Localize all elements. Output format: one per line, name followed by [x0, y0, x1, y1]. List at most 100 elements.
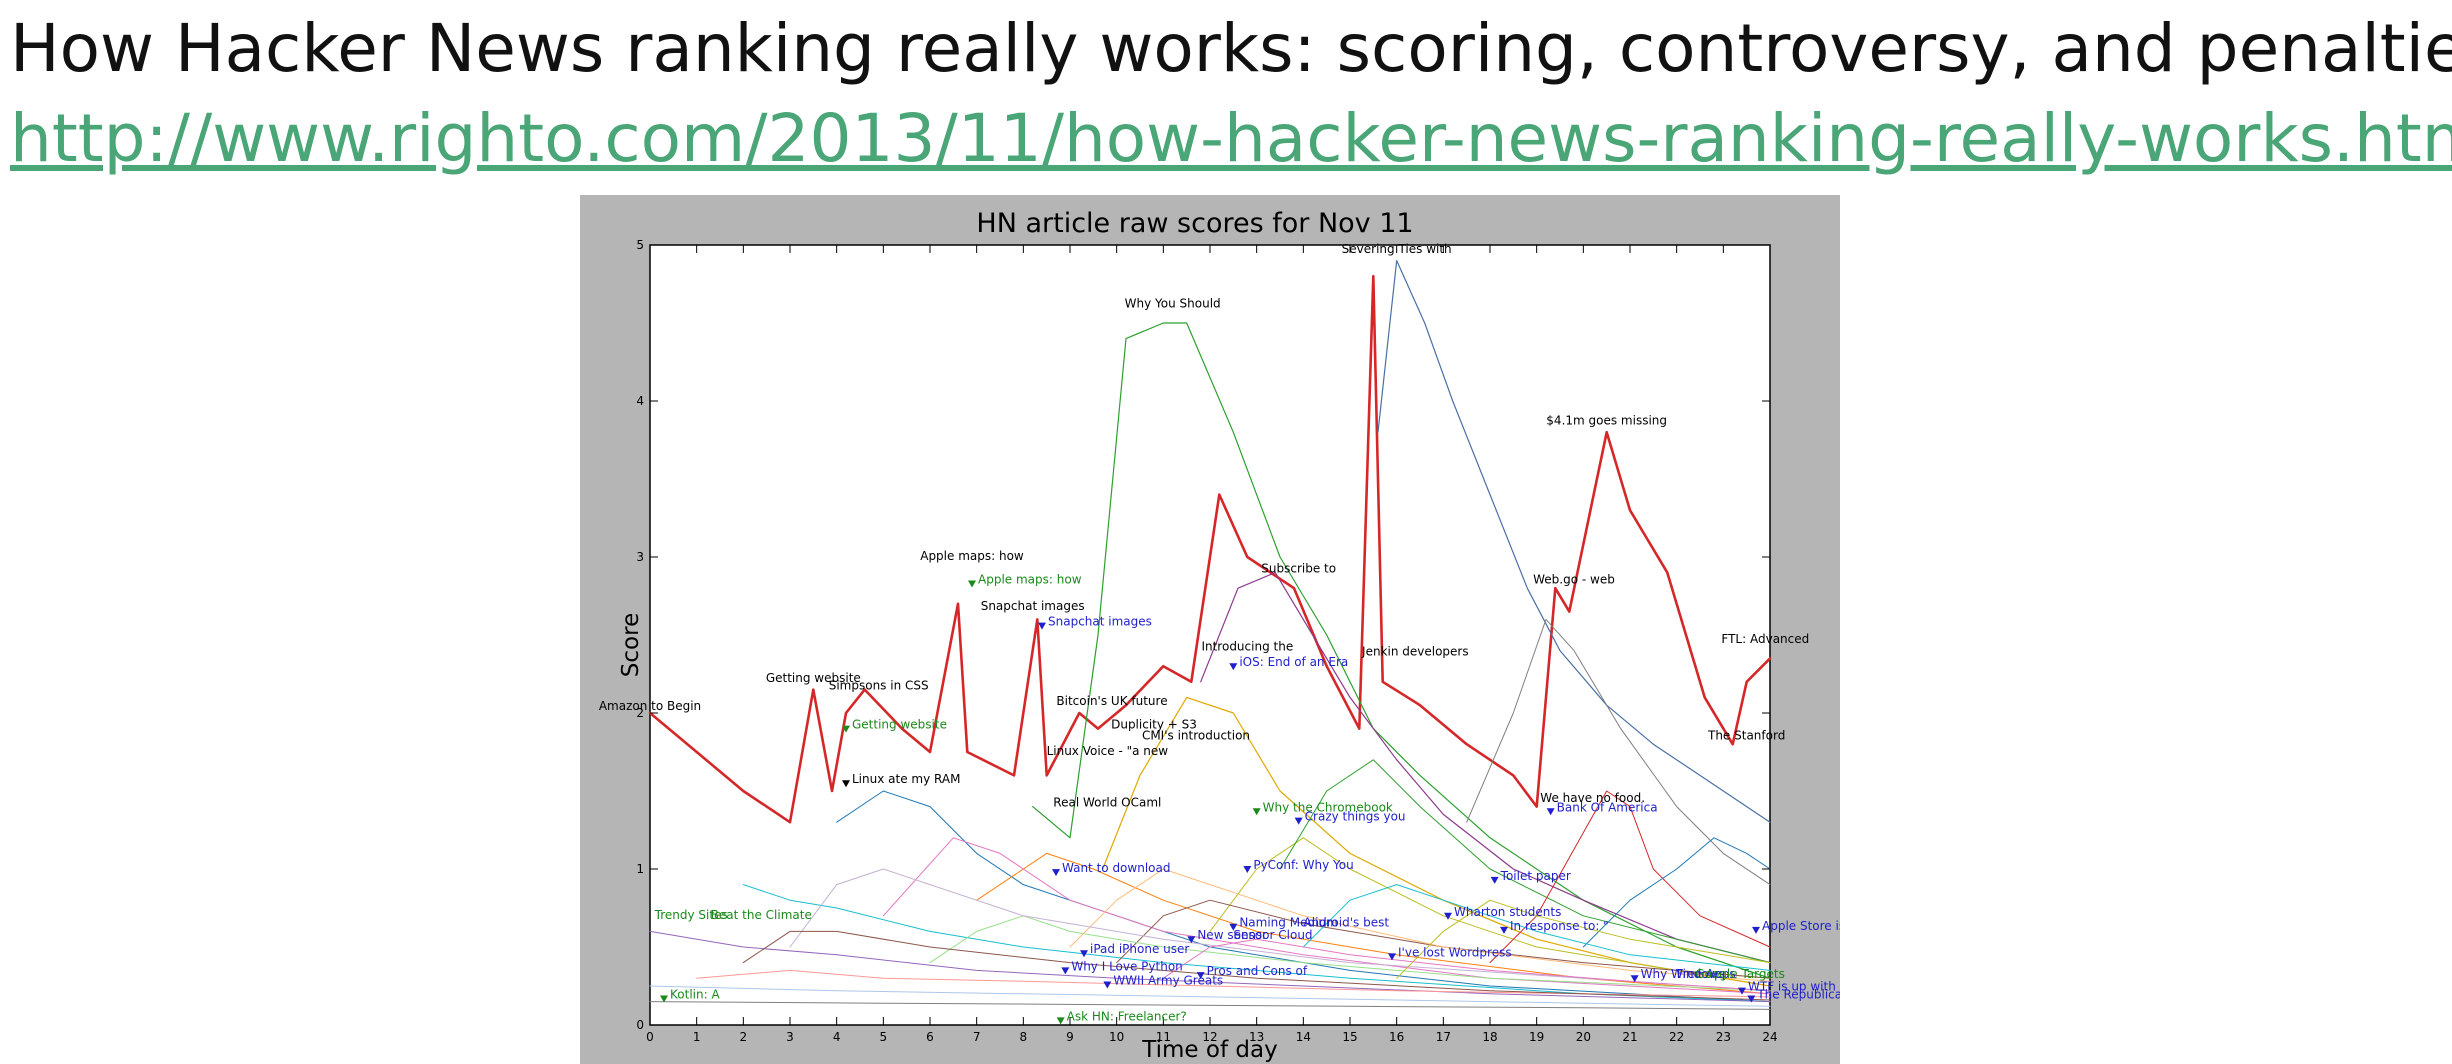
- series-line-11: [882, 837, 1771, 995]
- annotation-marker: [1752, 926, 1760, 934]
- series-line-23: [649, 1001, 1771, 1010]
- annotation-label: Trendy Sites: [654, 908, 728, 922]
- y-tick-label: 0: [636, 1018, 644, 1032]
- x-tick-label: 17: [1436, 1030, 1451, 1044]
- annotation-label: Subscribe to: [1261, 562, 1336, 576]
- annotation-label: We have no food.: [1540, 791, 1645, 805]
- annotation-label: Why You Should: [1125, 296, 1221, 310]
- annotation-marker: [1630, 975, 1639, 983]
- annotation-marker: [1196, 972, 1205, 980]
- annotation-marker: [1103, 981, 1112, 989]
- series-line-15: [1582, 837, 1771, 948]
- x-tick-label: 2: [740, 1030, 748, 1044]
- annotation-label: Apple maps: how: [978, 573, 1082, 587]
- series-line-2: [1377, 260, 1771, 823]
- annotation-label: Naming Medium: [1239, 916, 1337, 930]
- series-line-24: [1162, 938, 1771, 992]
- annotation-label: Why Windows: [1641, 967, 1725, 981]
- y-tick-label: 2: [636, 706, 644, 720]
- annotation-label: Snapchat images: [981, 599, 1085, 613]
- annotation-label: Linux ate my RAM: [852, 772, 960, 786]
- annotation-marker: [1490, 876, 1499, 884]
- annotation-marker: [968, 580, 976, 588]
- x-tick-label: 1: [693, 1030, 701, 1044]
- annotation-label: FTL: Advanced: [1721, 632, 1809, 646]
- annotation-label: Why the Chromebook: [1263, 800, 1393, 814]
- annotation-marker: [842, 725, 850, 733]
- annotation-marker: [1038, 622, 1046, 630]
- annotation-label: Duplicity + S3: [1111, 718, 1197, 732]
- series-line-7: [742, 884, 1771, 1003]
- annotation-marker: [1546, 808, 1555, 816]
- series-line-12: [1116, 899, 1771, 979]
- x-tick-label: 16: [1389, 1030, 1404, 1044]
- y-tick-label: 3: [636, 550, 644, 564]
- annotation-label: I've lost Wordpress: [1398, 945, 1512, 959]
- annotation-label: iOS: End of an Era: [1239, 655, 1348, 669]
- annotation-label: Crazy things you: [1305, 810, 1406, 824]
- article-link[interactable]: http://www.righto.com/2013/11/how-hacker…: [10, 100, 2452, 177]
- annotation-label: $4.1m goes missing: [1546, 413, 1667, 427]
- annotation-label: Severing Ties with: [1342, 242, 1452, 256]
- x-tick-label: 11: [1156, 1030, 1171, 1044]
- x-tick-label: 6: [926, 1030, 934, 1044]
- plot-area: [649, 244, 1771, 1026]
- series-line-16: [696, 969, 1771, 998]
- annotation-marker: [660, 995, 668, 1003]
- annotation-label: Want to download: [1062, 861, 1170, 875]
- x-tick-label: 22: [1669, 1030, 1684, 1044]
- annotation-label: WWII Army Greats: [1113, 973, 1223, 987]
- annotation-label: PyConf: Why You: [1253, 858, 1353, 872]
- y-axis-label: Score: [618, 613, 644, 677]
- annotation-marker: [842, 780, 850, 788]
- annotation-label: Pros and Cons of: [1207, 964, 1308, 978]
- annotation-label: Beat the Climate: [711, 908, 812, 922]
- annotation-marker: [1294, 817, 1303, 825]
- annotation-label: WTF is up with: [1748, 980, 1836, 994]
- annotation-label: Bitcoin's UK future: [1056, 694, 1167, 708]
- x-tick-label: 24: [1762, 1030, 1777, 1044]
- slide-title: How Hacker News ranking really works: sc…: [10, 10, 2452, 87]
- annotation-label: Simpsons in CSS: [829, 679, 929, 693]
- annotation-label: Wharton students: [1454, 905, 1561, 919]
- annotation-marker: [1052, 869, 1060, 877]
- annotation-label: Web.go - web: [1533, 573, 1615, 587]
- x-tick-label: 23: [1716, 1030, 1731, 1044]
- annotation-marker: [1252, 808, 1261, 816]
- annotation-marker: [1080, 950, 1088, 958]
- series-line-8: [976, 852, 1771, 995]
- x-tick-label: 3: [786, 1030, 794, 1044]
- annotation-label: Linux Voice - "a new: [1047, 744, 1169, 758]
- annotation-label: New sensor: [1197, 928, 1267, 942]
- annotation-marker: [1229, 663, 1238, 671]
- annotation-label: Getting website: [852, 718, 947, 732]
- annotation-label: Real World OCaml: [1053, 796, 1161, 810]
- x-tick-label: 9: [1066, 1030, 1074, 1044]
- series-line-19: [1069, 868, 1771, 982]
- annotation-label: Android's best: [1303, 916, 1389, 930]
- x-tick-label: 19: [1529, 1030, 1544, 1044]
- annotation-label: Apple Store is: [1762, 919, 1840, 933]
- y-tick-label: 5: [636, 238, 644, 252]
- annotation-label: Amazon to Begin: [599, 699, 701, 713]
- annotation-label: Getting website: [766, 671, 861, 685]
- series-line-9: [1209, 837, 1771, 979]
- annotation-marker: [1243, 866, 1252, 873]
- x-tick-label: 18: [1482, 1030, 1497, 1044]
- annotation-label: In response to: ": [1510, 919, 1609, 933]
- annotation-label: Free Apps: [1677, 967, 1736, 981]
- x-tick-label: 5: [880, 1030, 888, 1044]
- series-line-1: [1032, 322, 1771, 979]
- series-line-18: [649, 985, 1771, 1007]
- y-tick-label: 4: [636, 394, 644, 408]
- annotation-label: Ask HN: Freelancer?: [1067, 1009, 1187, 1023]
- annotation-label: The Stanford: [1707, 729, 1785, 743]
- series-line-10: [649, 930, 1771, 1003]
- x-tick-label: 15: [1342, 1030, 1357, 1044]
- series-line-5: [1466, 618, 1771, 886]
- annotation-marker: [1738, 987, 1746, 995]
- annotation-label: Toilet paper: [1500, 869, 1571, 883]
- annotation-label: Jenkin developers: [1361, 644, 1469, 658]
